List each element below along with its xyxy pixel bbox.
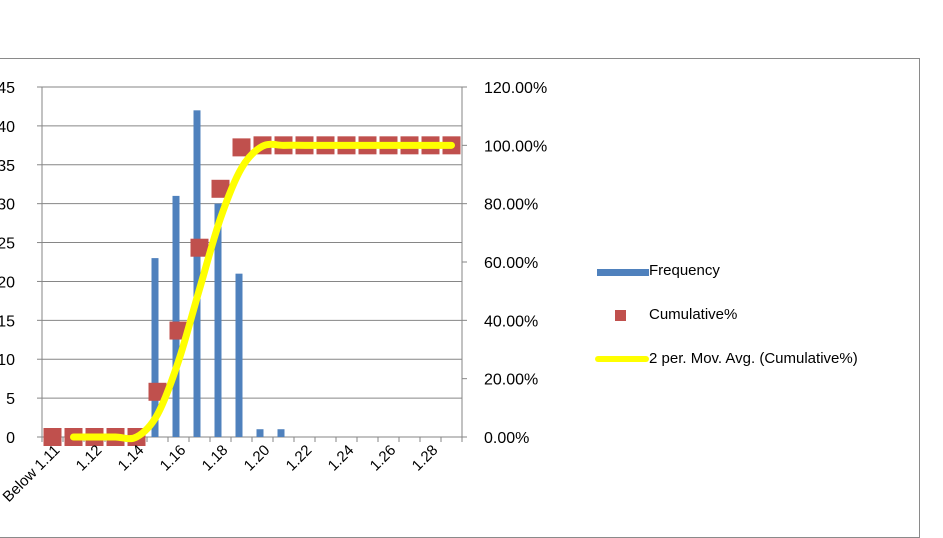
left-axis-tick-label: 10 xyxy=(0,352,15,369)
legend-label-moving-average: 2 per. Mov. Avg. (Cumulative%) xyxy=(649,350,858,367)
moving-average-line xyxy=(74,144,452,438)
left-axis-tick-label: 35 xyxy=(0,158,15,175)
legend-item-cumulative: Cumulative% xyxy=(595,304,925,348)
x-axis-tick-label: Below 1.11 xyxy=(0,442,63,506)
x-axis-tick-label: 1.26 xyxy=(367,442,400,475)
x-axis-tick-label: 1.12 xyxy=(73,442,106,475)
legend-swatch-moving-average xyxy=(595,356,649,362)
legend-swatch-frequency xyxy=(597,269,649,276)
left-axis-tick-label: 30 xyxy=(0,197,15,214)
legend-item-frequency: Frequency xyxy=(595,260,925,304)
right-axis-tick-label: 120.00% xyxy=(484,80,547,97)
frequency-bar xyxy=(278,429,285,437)
left-axis-tick-label: 25 xyxy=(0,236,15,253)
right-axis-tick-label: 40.00% xyxy=(484,313,538,330)
cumulative-marker xyxy=(191,239,209,257)
left-axis-tick-label: 40 xyxy=(0,119,15,136)
legend-label-cumulative: Cumulative% xyxy=(649,306,737,323)
right-axis-tick-label: 100.00% xyxy=(484,138,547,155)
legend-swatch-cumulative xyxy=(615,310,626,321)
x-axis-tick-label: 1.18 xyxy=(199,442,232,475)
right-axis-tick-label: 80.00% xyxy=(484,197,538,214)
legend: Frequency Cumulative% 2 per. Mov. Avg. (… xyxy=(595,260,925,392)
legend-item-moving-average: 2 per. Mov. Avg. (Cumulative%) xyxy=(595,348,925,392)
left-axis-tick-label: 5 xyxy=(6,391,15,408)
left-axis-tick-label: 15 xyxy=(0,313,15,330)
frequency-bar xyxy=(173,196,180,437)
frequency-bar xyxy=(194,110,201,437)
frequency-bar xyxy=(257,429,264,437)
x-axis-tick-label: 1.24 xyxy=(325,442,358,475)
left-axis-tick-label: 45 xyxy=(0,80,15,97)
legend-label-frequency: Frequency xyxy=(649,262,720,279)
x-axis-tick-label: 1.20 xyxy=(241,442,274,475)
x-axis-tick-label: 1.16 xyxy=(157,442,190,475)
left-axis-tick-label: 20 xyxy=(0,274,15,291)
right-axis-tick-label: 20.00% xyxy=(484,372,538,389)
x-axis-tick-label: 1.14 xyxy=(115,442,148,475)
x-axis-tick-label: 1.22 xyxy=(283,442,316,475)
left-axis-tick-label: 0 xyxy=(6,430,15,447)
right-axis-tick-label: 0.00% xyxy=(484,430,529,447)
x-axis-tick-label: 1.28 xyxy=(409,442,442,475)
right-axis-tick-label: 60.00% xyxy=(484,255,538,272)
frequency-bar xyxy=(236,274,243,437)
